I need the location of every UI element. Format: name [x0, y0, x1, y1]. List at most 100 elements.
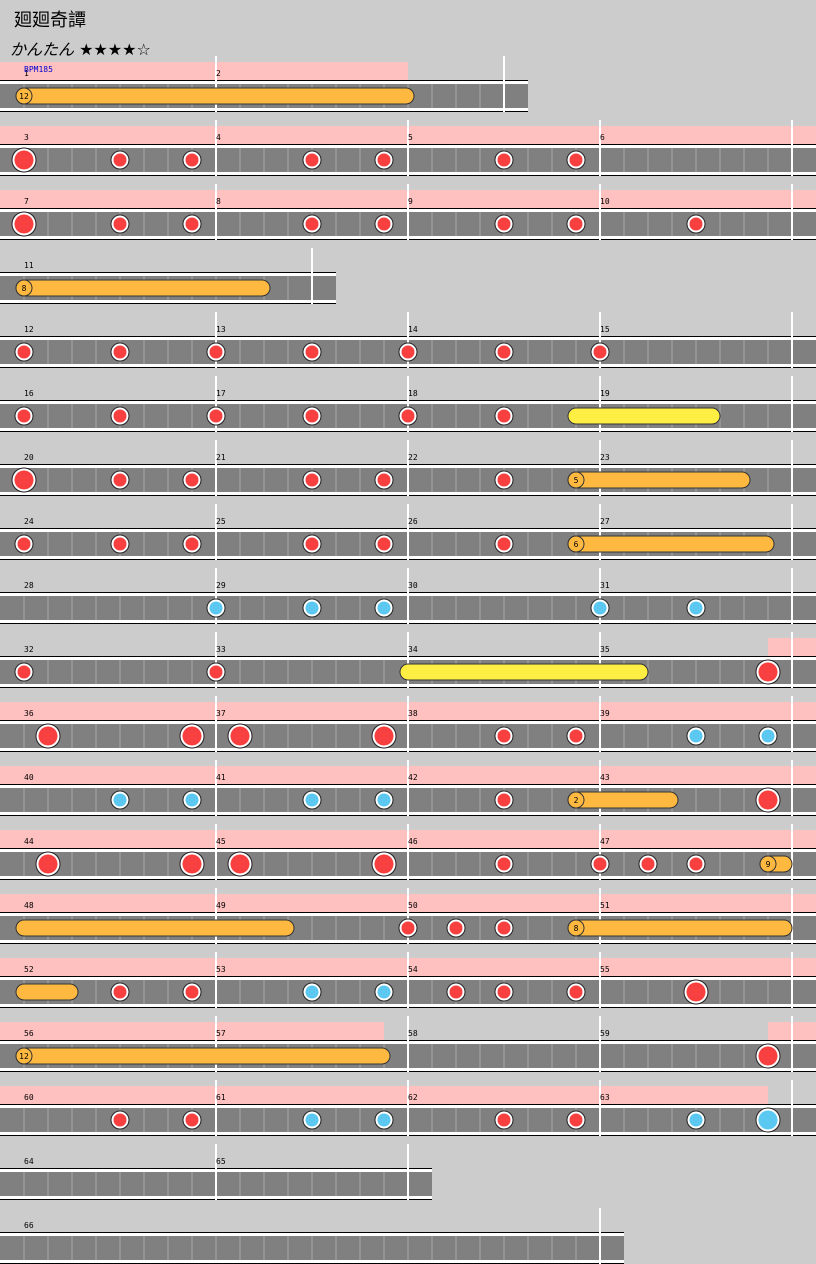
measure-number: 55: [600, 965, 610, 974]
don: [401, 345, 415, 359]
measure-number: 37: [216, 709, 226, 718]
don: [185, 1113, 199, 1127]
ka: [377, 793, 391, 807]
ka: [377, 601, 391, 615]
ka: [761, 729, 775, 743]
don: [17, 665, 31, 679]
don: [17, 409, 31, 423]
don: [593, 345, 607, 359]
measure-number: 21: [216, 453, 226, 462]
measure-number: 54: [408, 965, 418, 974]
measure-number: 33: [216, 645, 226, 654]
don: [305, 153, 319, 167]
measure-number: 2: [216, 69, 221, 78]
big-don: [758, 790, 778, 810]
measure-number: 14: [408, 325, 418, 334]
measure-number: 22: [408, 453, 418, 462]
don: [113, 153, 127, 167]
measure-number: 63: [600, 1093, 610, 1102]
measure-number: 29: [216, 581, 226, 590]
measure-number: 62: [408, 1093, 418, 1102]
balloon: [567, 471, 751, 489]
big-don: [686, 982, 706, 1002]
don: [377, 473, 391, 487]
don: [497, 409, 511, 423]
measure-number: 6: [600, 133, 605, 142]
measure-number: 5: [408, 133, 413, 142]
don: [497, 1113, 511, 1127]
measure-number: 24: [24, 517, 34, 526]
don: [497, 473, 511, 487]
measure-number: 52: [24, 965, 34, 974]
balloon: [15, 279, 271, 297]
don: [497, 921, 511, 935]
don: [185, 153, 199, 167]
ka: [377, 1113, 391, 1127]
ka: [209, 601, 223, 615]
measure-number: 13: [216, 325, 226, 334]
measure-number: 41: [216, 773, 226, 782]
don: [305, 345, 319, 359]
measure-number: 39: [600, 709, 610, 718]
gogo-band: [0, 1086, 768, 1104]
don: [401, 921, 415, 935]
don: [449, 921, 463, 935]
balloon-count: 12: [19, 92, 29, 101]
don: [497, 345, 511, 359]
big-don: [374, 854, 394, 874]
measure-number: 49: [216, 901, 226, 910]
measure-number: 12: [24, 325, 34, 334]
balloon-count: 5: [574, 476, 579, 485]
measure-number: 56: [24, 1029, 34, 1038]
measure-number: 45: [216, 837, 226, 846]
measure-number: 19: [600, 389, 610, 398]
big-don: [230, 726, 250, 746]
measure-number: 64: [24, 1157, 34, 1166]
don: [113, 345, 127, 359]
measure-number: 57: [216, 1029, 226, 1038]
big-ka: [758, 1110, 778, 1130]
ka: [305, 1113, 319, 1127]
measure-number: 30: [408, 581, 418, 590]
measure-number: 66: [24, 1221, 34, 1230]
don: [113, 409, 127, 423]
don: [113, 985, 127, 999]
measure-number: 10: [600, 197, 610, 206]
measure-number: 61: [216, 1093, 226, 1102]
song-title: 廻廻奇譚: [14, 10, 86, 31]
don: [497, 857, 511, 871]
balloon: [15, 919, 295, 937]
big-don: [230, 854, 250, 874]
roll: [567, 407, 721, 425]
don: [305, 473, 319, 487]
measure-number: 42: [408, 773, 418, 782]
don: [185, 217, 199, 231]
balloon-head: [15, 87, 33, 105]
ka: [689, 1113, 703, 1127]
don: [497, 729, 511, 743]
balloon-head: [15, 279, 33, 297]
measure-number: 38: [408, 709, 418, 718]
measure-number: 27: [600, 517, 610, 526]
don: [209, 665, 223, 679]
don: [305, 217, 319, 231]
don: [569, 1113, 583, 1127]
balloon-count: 8: [22, 284, 27, 293]
measure-number: 35: [600, 645, 610, 654]
balloon: [15, 87, 415, 105]
don: [689, 857, 703, 871]
balloon-count: 8: [574, 924, 579, 933]
measure-number: 16: [24, 389, 34, 398]
roll: [399, 663, 649, 681]
balloon-head: [567, 791, 585, 809]
don: [113, 217, 127, 231]
don: [497, 153, 511, 167]
don: [641, 857, 655, 871]
measure-number: 51: [600, 901, 610, 910]
big-don: [758, 662, 778, 682]
measure-number: 23: [600, 453, 610, 462]
gogo-band: [0, 1022, 384, 1040]
balloon: [567, 919, 793, 937]
measure-number: 60: [24, 1093, 34, 1102]
